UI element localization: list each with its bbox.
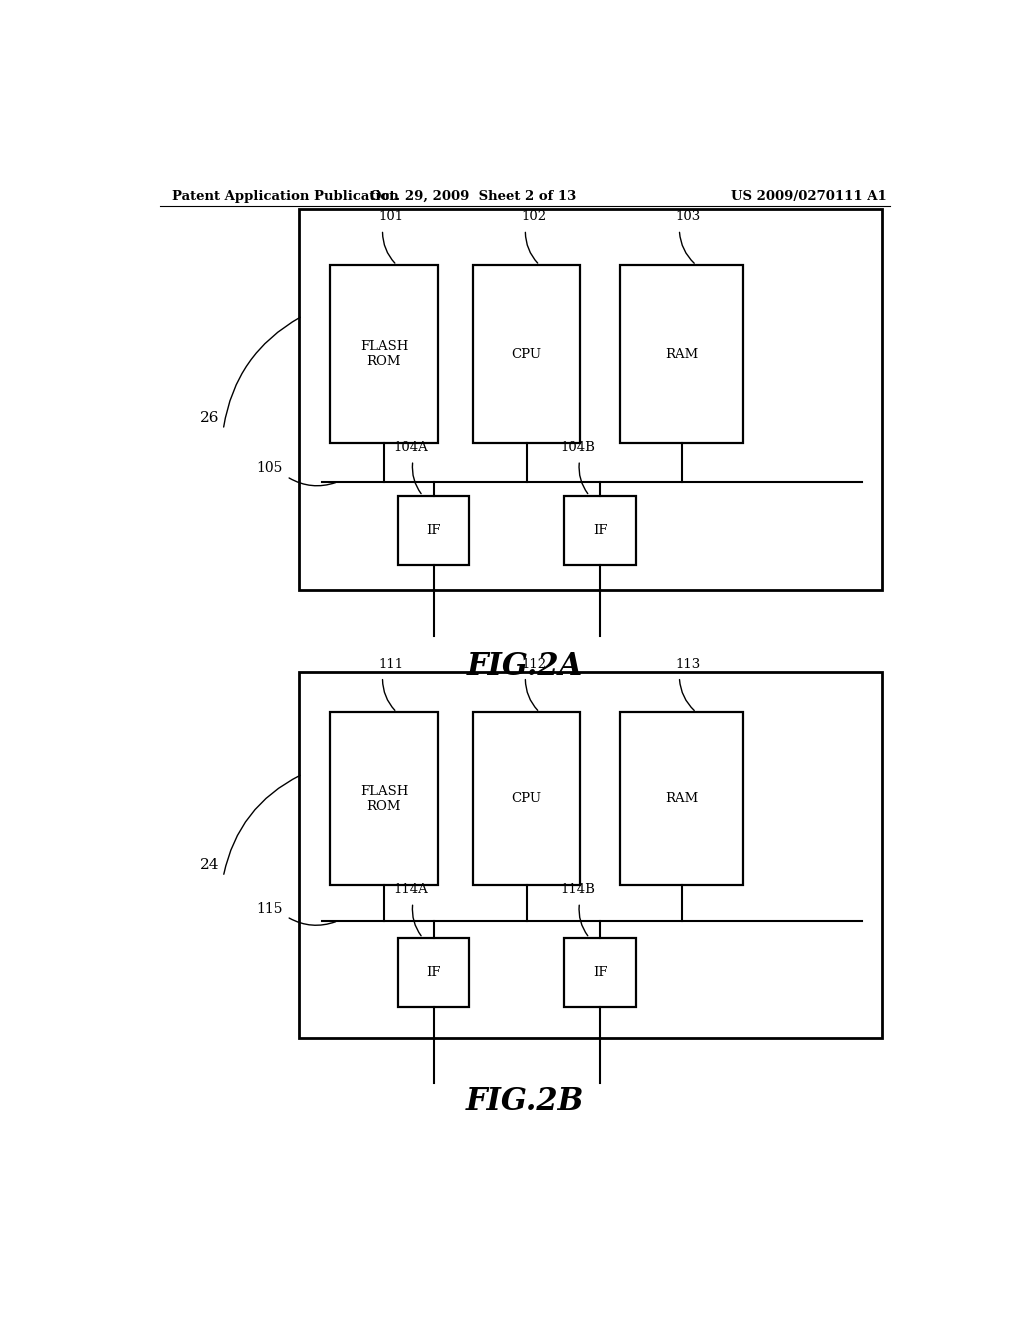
Text: CPU: CPU	[512, 347, 542, 360]
Text: US 2009/0270111 A1: US 2009/0270111 A1	[731, 190, 887, 202]
Bar	[397, 939, 469, 1007]
Text: IF: IF	[593, 966, 607, 979]
Bar	[473, 265, 581, 444]
Bar	[397, 496, 469, 565]
Text: RAM: RAM	[665, 792, 698, 805]
Bar	[564, 939, 636, 1007]
Text: FLASH
ROM: FLASH ROM	[359, 784, 409, 813]
Text: FIG.2A: FIG.2A	[467, 651, 583, 682]
Text: 114B: 114B	[560, 883, 595, 896]
Text: 24: 24	[200, 858, 219, 871]
Text: IF: IF	[593, 524, 607, 537]
Text: 102: 102	[521, 210, 547, 223]
Bar	[331, 265, 437, 444]
Bar	[331, 713, 437, 886]
Text: 114A: 114A	[394, 883, 429, 896]
Text: 105: 105	[256, 462, 283, 475]
Bar	[620, 713, 743, 886]
Text: CPU: CPU	[512, 792, 542, 805]
Bar	[620, 265, 743, 444]
Text: Patent Application Publication: Patent Application Publication	[172, 190, 398, 202]
Text: 104B: 104B	[560, 441, 595, 454]
Text: 101: 101	[379, 210, 403, 223]
Text: 113: 113	[676, 657, 700, 671]
Text: Oct. 29, 2009  Sheet 2 of 13: Oct. 29, 2009 Sheet 2 of 13	[370, 190, 577, 202]
Text: IF: IF	[426, 966, 440, 979]
Text: 103: 103	[676, 210, 700, 223]
Text: 104A: 104A	[394, 441, 429, 454]
Text: 115: 115	[256, 902, 283, 916]
Text: RAM: RAM	[665, 347, 698, 360]
Bar	[564, 496, 636, 565]
Bar	[299, 672, 882, 1038]
Bar	[299, 210, 882, 590]
Text: FIG.2B: FIG.2B	[466, 1086, 584, 1117]
Text: FLASH
ROM: FLASH ROM	[359, 341, 409, 368]
Text: 26: 26	[200, 411, 219, 425]
Bar	[473, 713, 581, 886]
Text: 111: 111	[379, 657, 403, 671]
Text: 112: 112	[521, 657, 547, 671]
Text: IF: IF	[426, 524, 440, 537]
